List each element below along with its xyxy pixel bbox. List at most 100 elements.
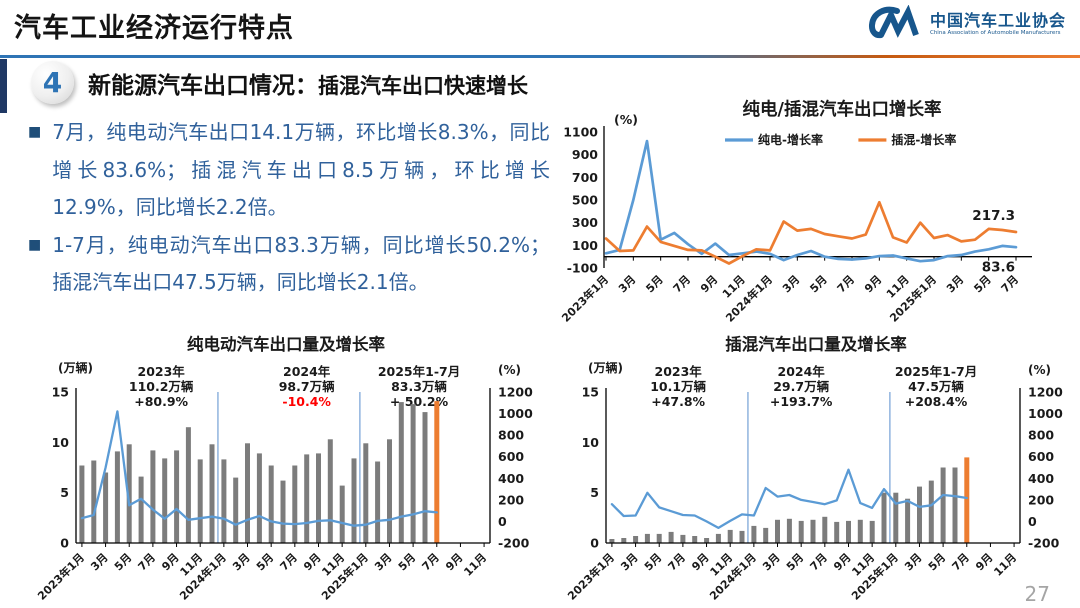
left-axis-unit: (万辆) [588,360,623,375]
logo-text: 中国汽车工业协会 China Association of Automobile… [930,12,1066,36]
chart-title: 插混汽车出口量及增长率 [725,334,907,354]
section-heading-sub: 插混汽车出口快速增长 [318,74,528,98]
page-number: 27 [1024,582,1050,606]
x-tick-label: 7月 [420,551,442,573]
bar [79,465,85,543]
bar [304,454,310,543]
bar [410,404,416,543]
bar [375,461,381,543]
right-tick-label: -200 [1028,536,1060,551]
bar [668,531,674,543]
bar [834,521,840,543]
x-tick-label: 11月 [461,551,489,579]
left-tick-label: 5 [590,485,599,500]
year-annotation: 2025年1-7月 [378,364,460,379]
x-tick-label: 3月 [616,273,638,295]
bar [91,460,97,543]
bar [715,533,721,543]
x-tick-label: 3月 [230,551,252,573]
x-tick-label: 5月 [971,273,993,295]
bar [798,520,804,543]
bar [209,444,215,543]
right-tick-label: 0 [1028,514,1037,529]
bar [739,530,745,543]
x-tick-label: 5月 [807,273,829,295]
bar [822,516,828,543]
bar [434,401,440,543]
x-tick-label: 2023年1月 [565,550,618,603]
year-annotation: -10.4% [282,394,331,409]
bar [609,539,615,543]
left-axis-unit: (万辆) [58,360,93,375]
x-tick-label: 7月 [999,273,1021,295]
bar [387,439,392,543]
legend-label: 纯电-增长率 [758,132,823,147]
right-tick-label: 200 [1028,492,1054,507]
bar [964,457,970,543]
y-axis-unit: (%) [614,112,638,127]
year-annotation: + 50.2% [390,394,449,409]
section-heading-main: 新能源汽车出口情况： [88,73,318,99]
bar [363,443,369,543]
bar-series [79,401,440,543]
left-tick-label: 0 [590,536,599,551]
right-tick-label: 1200 [498,385,533,400]
bar [103,472,109,543]
bar [398,402,404,543]
bar [940,467,946,543]
bar [280,480,286,543]
x-tick-label: 7月 [950,551,972,573]
growth-line [610,468,968,530]
left-tick-label: 10 [582,435,600,450]
bar [786,518,792,543]
bar [680,534,686,543]
bar [114,451,120,543]
x-tick-label: 9月 [698,273,720,295]
right-tick-label: 0 [498,514,507,529]
bar [763,527,769,543]
x-tick-label: 5月 [643,273,665,295]
logo-name-cn: 中国汽车工业协会 [929,11,1066,31]
bar [810,519,816,543]
x-tick-label: 5月 [642,551,664,573]
end-value-label: 217.3 [972,208,1015,224]
bar [138,476,144,543]
bullet-square-icon: ■ [28,236,42,253]
year-annotation: 83.3万辆 [391,379,447,394]
bar [233,477,239,543]
end-value-label: 83.6 [982,260,1015,276]
bar [633,536,639,543]
caam-logo-icon [868,5,919,39]
summary-bullet-list: ■ 7月，纯电动汽车出口14.1万辆，环比增长8.3%，同比增长83.6%；插混… [28,114,550,302]
x-tick-label: 9月 [862,273,884,295]
bar [245,443,250,543]
x-tick-label: 3月 [618,551,640,573]
legend-label: 插混-增长率 [891,132,956,147]
bar [893,492,899,543]
right-tick-label: 200 [498,492,524,507]
right-axis-unit: (%) [498,363,521,377]
series-插混-增长率 [604,200,1018,265]
bar [268,465,274,543]
bar [339,485,345,543]
section-number-badge: 4 [31,61,74,104]
x-tick-label: 7月 [808,551,830,573]
section-heading: 新能源汽车出口情况：插混汽车出口快速增长 [88,66,528,100]
year-annotation: +208.4% [905,394,968,409]
x-tick-label: 11月 [991,551,1019,579]
bullet-text-jan-july: 1-7月，纯电动汽车出口83.3万辆，同比增长50.2%；插混汽车出口47.5万… [52,232,550,295]
y-tick-label: 700 [572,170,598,185]
bar-series [609,457,970,543]
bar [775,519,780,543]
title-divider-line [0,55,1080,58]
y-tick-label: 500 [572,193,598,208]
bar [917,486,922,543]
bar [174,450,180,543]
bar [292,465,298,543]
x-tick-label: 3月 [760,551,782,573]
y-tick-label: -100 [567,261,599,276]
year-annotation: 2023年 [655,364,703,379]
bar [704,538,710,543]
right-tick-label: 400 [1028,471,1054,486]
